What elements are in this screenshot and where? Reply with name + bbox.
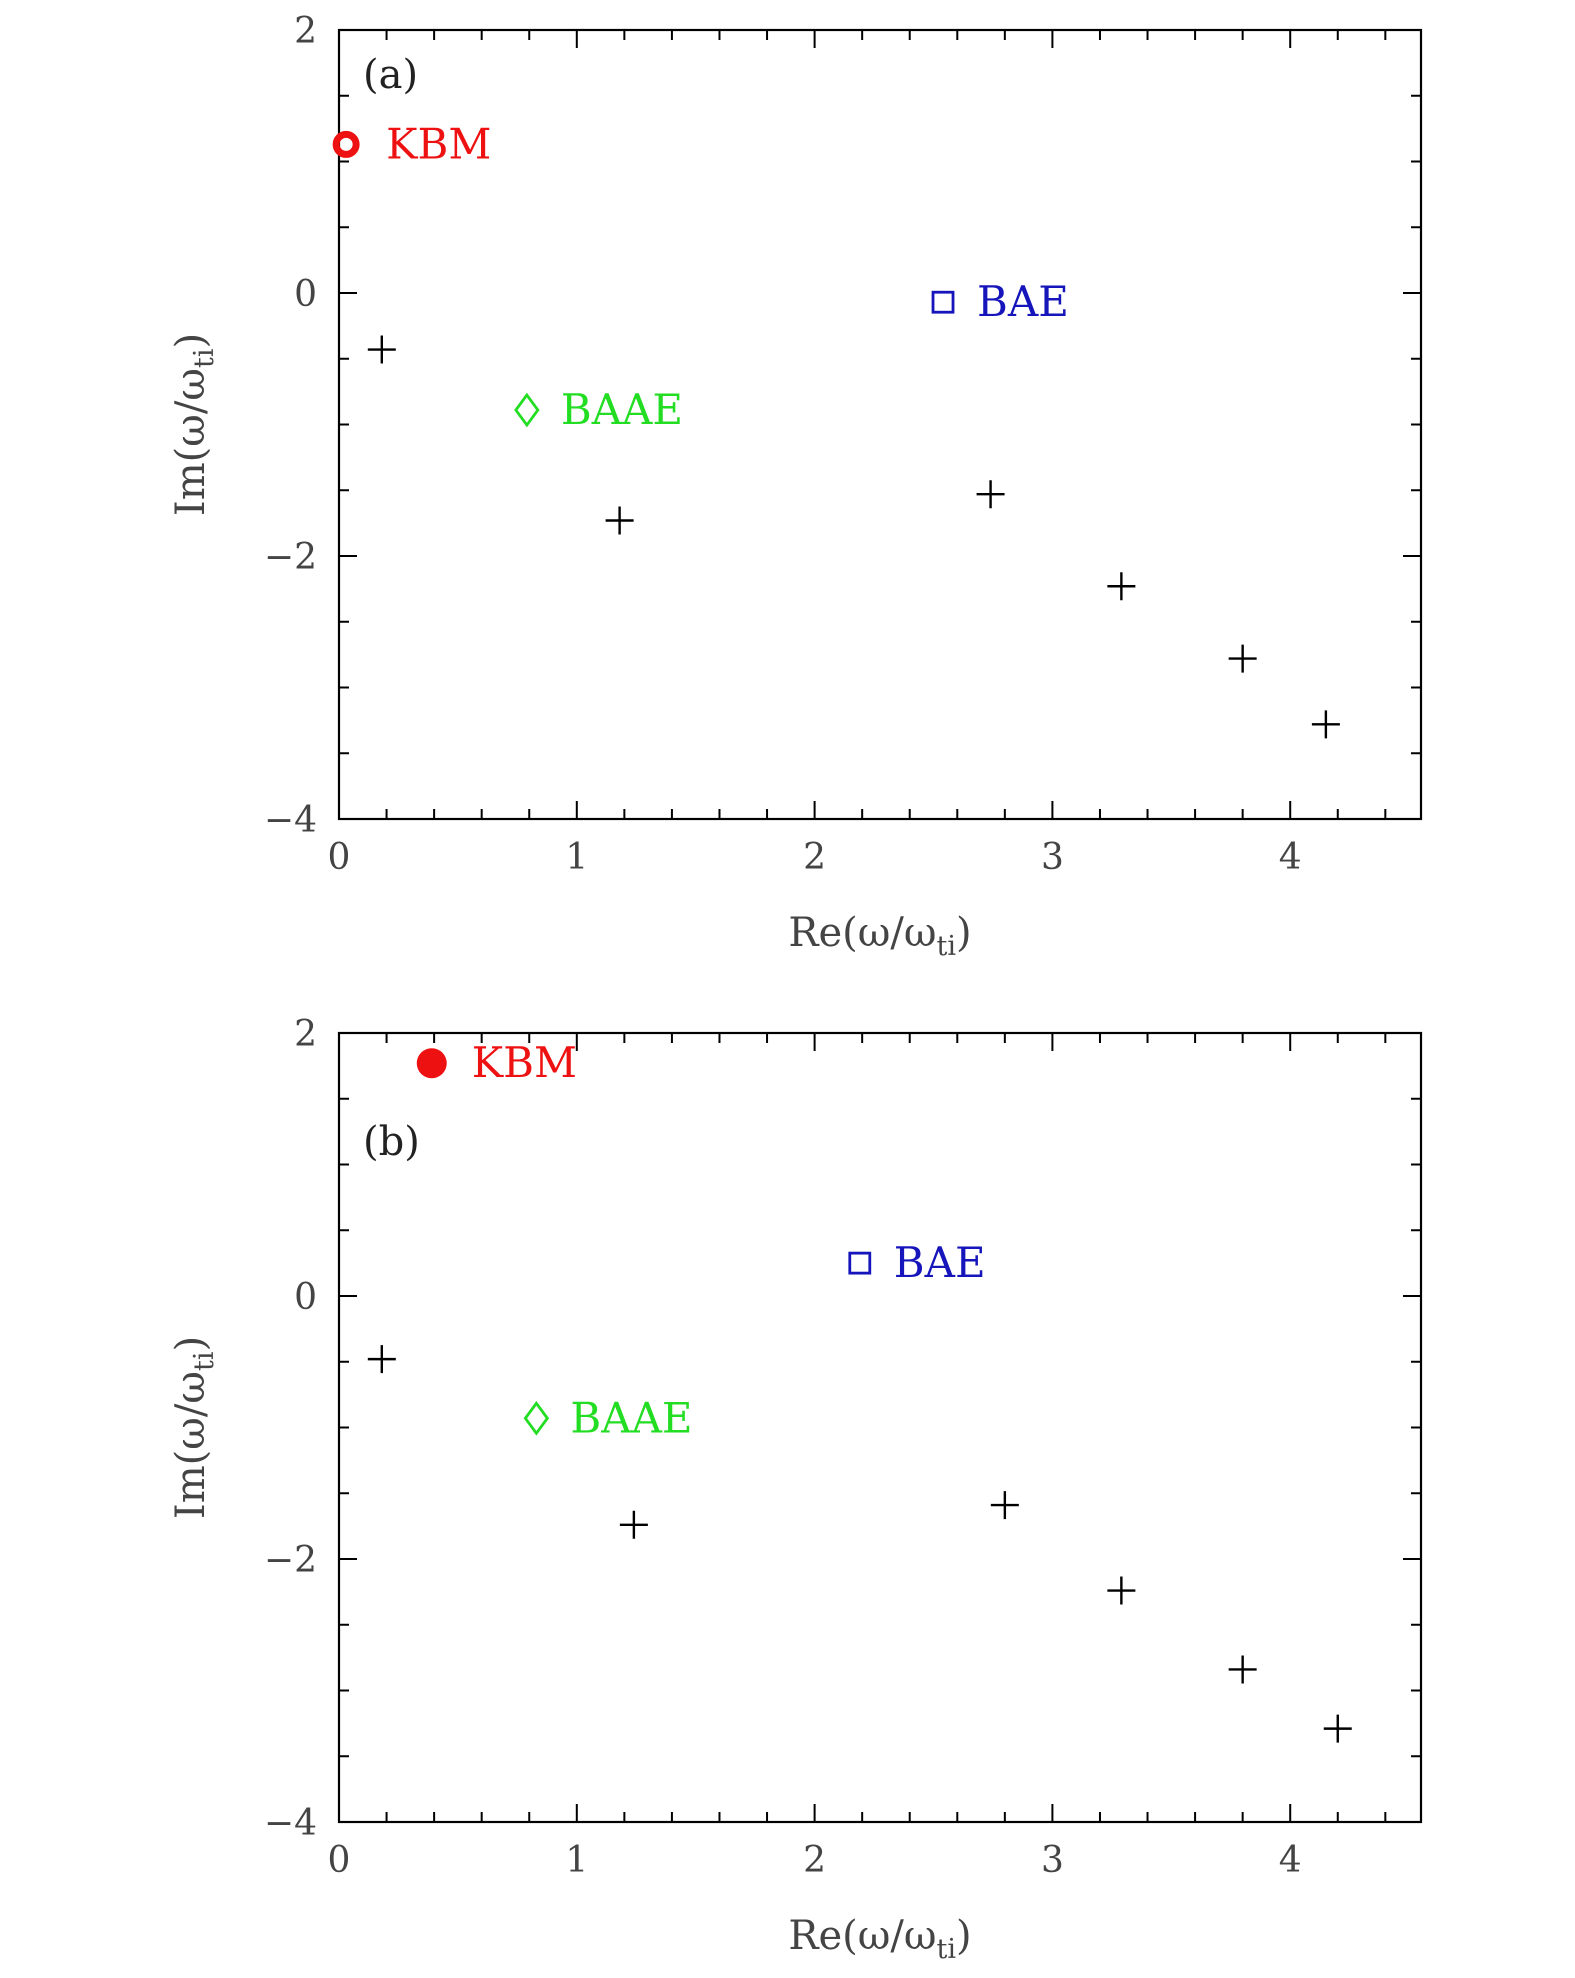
y-axis-label: Im(ω/ωti) [168,333,220,516]
kbm-marker [332,130,360,158]
y-tick-label: 0 [294,1277,317,1318]
continuum-point [1107,572,1136,601]
y-tick-label: 2 [294,1014,317,1055]
panel-a: 0 1 2 3 4 −4 −2 0 2 Re(ω/ωti) Im(ω/ωti) (a) KBM BAE BA… [168,11,1423,962]
kbm-label: KBM [386,119,491,168]
bae-marker [931,290,955,314]
kbm-label: KBM [472,1038,577,1087]
x-axis-label: Re(ω/ωti) [788,1913,971,1965]
x-tick-label: 4 [1279,1840,1302,1881]
continuum-point [605,506,634,535]
continuum-markers [367,335,1340,739]
x-tick-label: 0 [328,1840,351,1881]
continuum-point [976,480,1005,509]
y-tick-label: 0 [294,274,317,315]
continuum-point [1107,1576,1136,1605]
continuum-point [1228,1655,1257,1684]
y-tick-label: −2 [264,1540,317,1581]
panel-b: 0 1 2 3 4 −4 −2 0 2 Re(ω/ωti) Im(ω/ωti) (b) KBM BAE BA… [168,1014,1423,1965]
x-tick-label: 3 [1041,1840,1064,1881]
y-tick-label: −4 [264,1803,317,1844]
plot-frame [337,28,1423,821]
y-tick-label: 2 [294,11,317,52]
plot-frame [337,1031,1423,1824]
bae-label: BAE [894,1238,986,1287]
baae-label: BAAE [570,1393,692,1442]
x-tick-label: 2 [803,1840,826,1881]
continuum-markers [367,1345,1352,1743]
x-axis-label: Re(ω/ωti) [788,910,971,962]
bae-marker [848,1251,872,1275]
panel-label: (a) [363,52,418,98]
x-tick-label: 1 [565,837,588,878]
x-tick-label: 1 [565,1840,588,1881]
kbm-marker [416,1048,447,1079]
x-tick-label: 4 [1279,837,1302,878]
baae-marker [523,1400,550,1436]
y-axis-label: Im(ω/ωti) [168,1336,220,1519]
axis-ticks [338,1032,1421,1823]
continuum-point [1323,1714,1352,1743]
x-tick-label: 3 [1041,837,1064,878]
continuum-point [1311,710,1340,739]
continuum-point [1228,644,1257,673]
x-tick-label: 2 [803,837,826,878]
x-tick-label: 0 [328,837,351,878]
bae-label: BAE [977,277,1069,326]
continuum-point [367,1345,396,1374]
panel-label: (b) [363,1119,420,1165]
baae-label: BAAE [561,385,683,434]
axis-ticks [338,29,1421,820]
continuum-point [619,1510,648,1539]
y-tick-label: −4 [264,800,317,841]
continuum-point [990,1491,1019,1520]
continuum-point [367,335,396,364]
baae-marker [514,392,540,428]
y-tick-label: −2 [264,537,317,578]
